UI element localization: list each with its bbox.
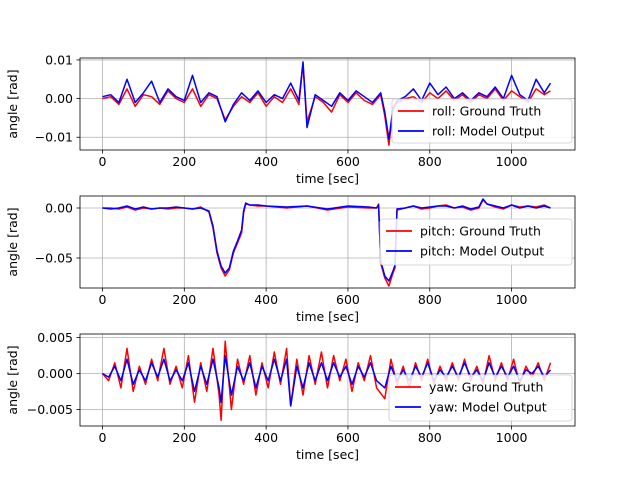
subplot-3-legend-box — [388, 374, 573, 422]
subplot-2-y-tick-label: 0.00 — [45, 201, 73, 216]
subplot-1-x-tick-label: 600 — [336, 154, 360, 169]
subplot-2-y-tick-label: −0.05 — [35, 251, 73, 266]
subplot-3-x-tick-label: 400 — [254, 430, 278, 445]
subplot-1-x-tick-label: 0 — [99, 154, 107, 169]
subplot-1-legend-label: roll: Ground Truth — [432, 104, 541, 119]
subplot-1-y-tick-label: 0.00 — [45, 91, 73, 106]
subplot-2-x-axis-label: time [sec] — [296, 309, 359, 324]
subplot-2-legend-label: pitch: Ground Truth — [420, 224, 541, 239]
subplot-1-legend-label: roll: Model Output — [432, 124, 545, 139]
subplot-2: 0 200 400 600 800 1000 −0.05 0.00 time [sec] angl… — [5, 195, 576, 324]
subplot-3-x-tick-label: 0 — [99, 430, 107, 445]
subplot-1-y-tick-label: −0.01 — [35, 130, 73, 145]
subplot-1-y-tick-label: 0.01 — [45, 52, 73, 67]
subplot-1-x-tick-label: 1000 — [496, 154, 528, 169]
subplot-3: 0 200 400 600 800 1000 −0.005 0.000 0.005 time [s… — [5, 330, 576, 462]
subplot-3-x-axis-label: time [sec] — [296, 447, 359, 462]
subplot-3-legend-label: yaw: Ground Truth — [429, 380, 543, 395]
subplot-2-x-tick-label: 600 — [336, 292, 360, 307]
subplot-1-x-tick-label: 200 — [172, 154, 196, 169]
subplot-2-x-tick-label: 800 — [418, 292, 442, 307]
subplot-3-x-tick-label: 800 — [418, 430, 442, 445]
subplot-2-legend-label: pitch: Model Output — [420, 244, 544, 259]
subplot-3-legend-label: yaw: Model Output — [429, 400, 547, 415]
subplot-2-x-tick-label: 400 — [254, 292, 278, 307]
subplot-2-axes-frame — [79, 195, 576, 289]
subplot-1-legend-box — [391, 98, 573, 144]
subplot-2-x-tick-label: 1000 — [496, 292, 528, 307]
subplot-3-y-tick-label: 0.005 — [37, 330, 73, 345]
subplot-1: 0 200 400 600 800 1000 −0.01 0.00 0.01 time [sec]… — [5, 52, 576, 186]
subplot-3-x-tick-label: 1000 — [496, 430, 528, 445]
subplot-1-x-tick-label: 800 — [418, 154, 442, 169]
subplot-2-legend-box — [379, 218, 573, 266]
subplot-2-y-axis-label: angle [rad] — [5, 207, 20, 276]
subplot-3-x-tick-label: 600 — [336, 430, 360, 445]
subplot-1-series-model-output-line — [102, 61, 552, 140]
subplot-3-x-tick-label: 200 — [172, 430, 196, 445]
subplot-1-axes-frame — [79, 57, 576, 151]
subplot-3-y-tick-label: −0.005 — [27, 402, 73, 417]
subplot-2-x-tick-label: 200 — [172, 292, 196, 307]
subplot-1-legend: roll: Ground Truth roll: Model Output — [391, 98, 573, 144]
subplot-3-y-tick-label: 0.000 — [37, 366, 73, 381]
subplot-3-legend: yaw: Ground Truth yaw: Model Output — [388, 374, 573, 422]
subplot-1-y-axis-label: angle [rad] — [5, 69, 20, 138]
subplot-1-x-axis-label: time [sec] — [296, 171, 359, 186]
subplot-2-x-tick-label: 0 — [99, 292, 107, 307]
subplot-3-axes-frame — [79, 333, 576, 427]
subplot-1-x-tick-label: 400 — [254, 154, 278, 169]
subplot-3-series-model-output-line — [102, 354, 552, 407]
subplot-3-y-axis-label: angle [rad] — [5, 345, 20, 414]
subplot-2-series-model-output-line — [102, 198, 551, 282]
subplot-2-legend: pitch: Ground Truth pitch: Model Output — [379, 218, 573, 266]
